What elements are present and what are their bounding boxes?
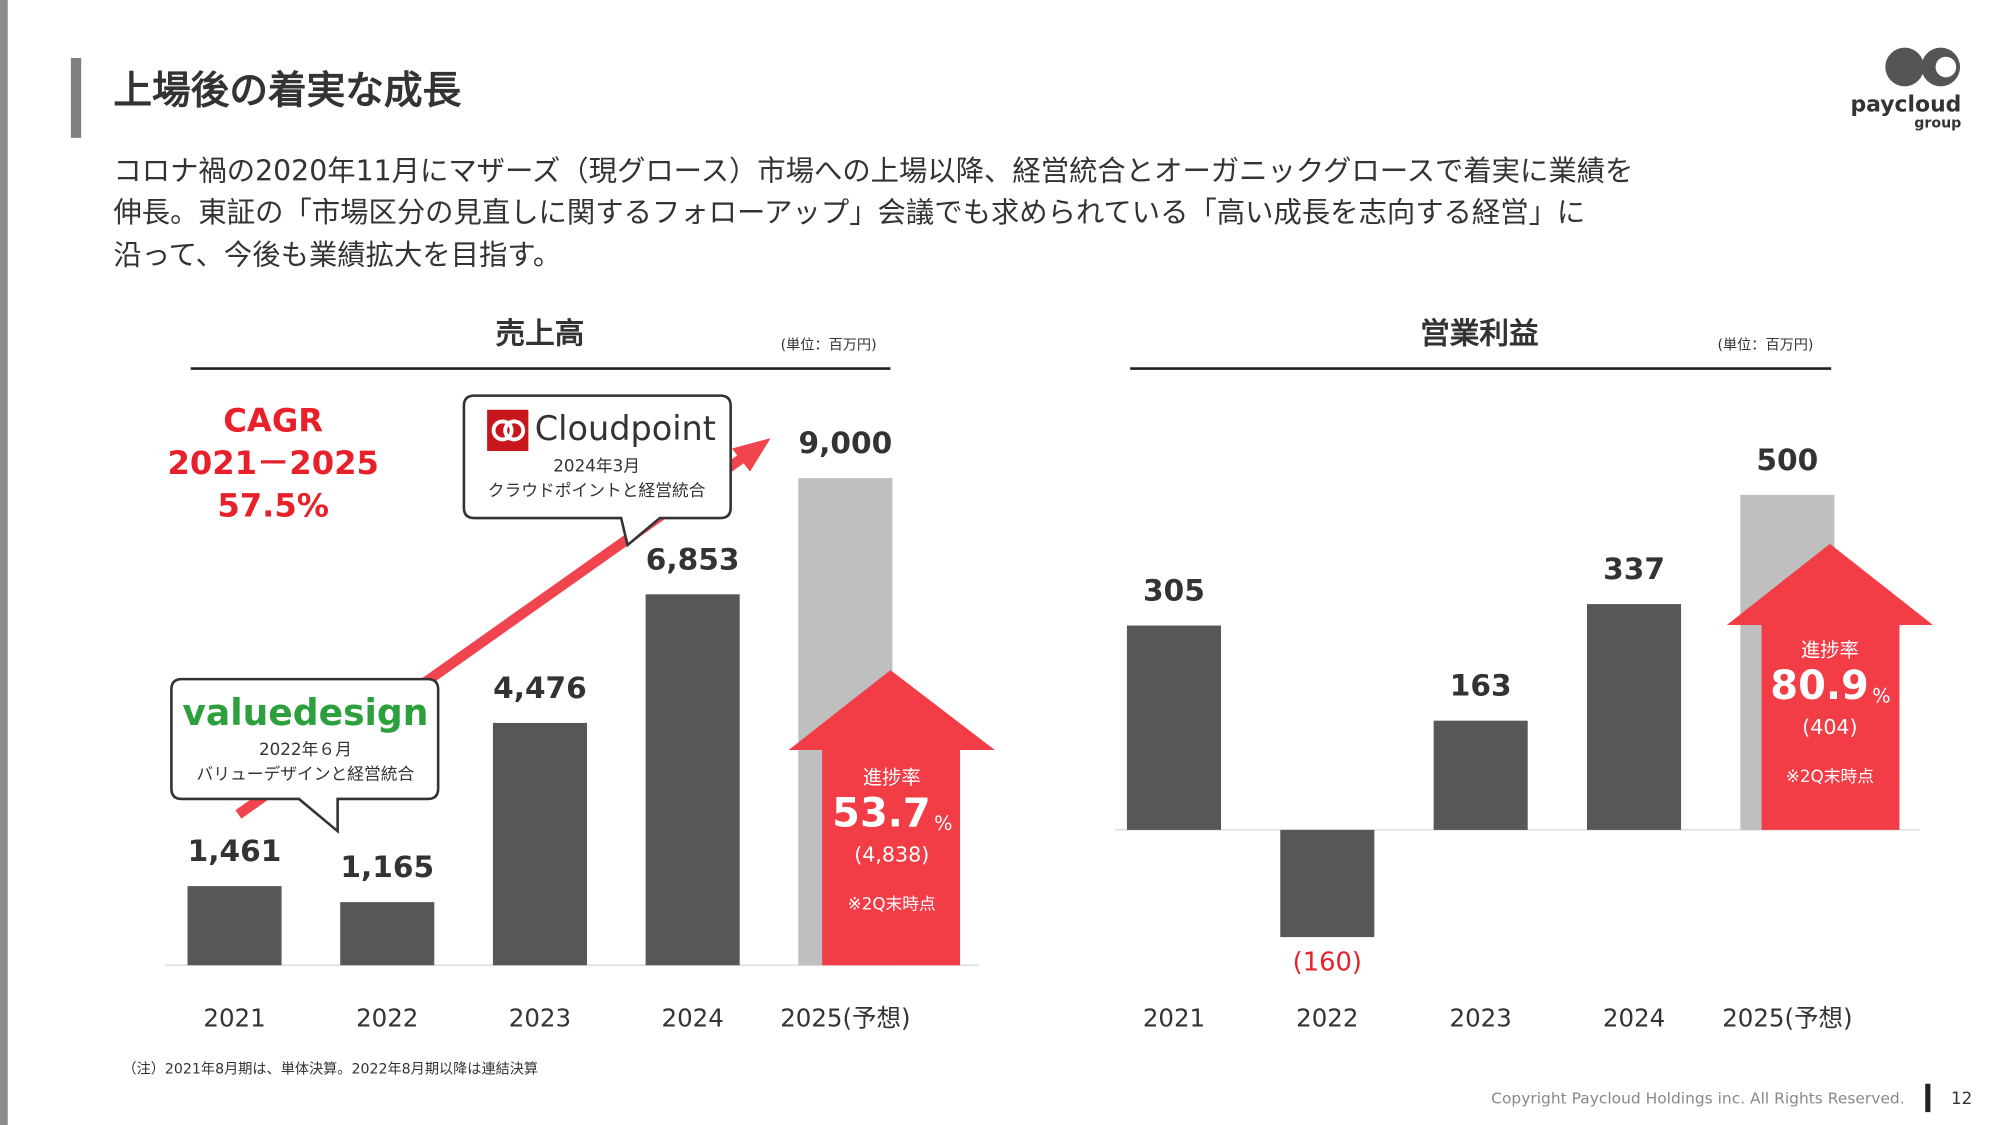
x-tick-label: 2021 <box>203 1003 265 1032</box>
callout: valuedesign 2022年６月 バリューデザインと経営統合 <box>170 677 440 834</box>
progress-amount: (404) <box>1802 715 1857 739</box>
bar <box>340 902 435 966</box>
progress-note: ※2Q末時点 <box>848 894 936 914</box>
x-tick-label: 2023 <box>1450 1003 1512 1032</box>
body-text: コロナ禍の2020年11月にマザーズ（現グロース）市場への上場以降、経営統合とオ… <box>113 155 1633 188</box>
value-label: 9,000 <box>799 425 893 460</box>
page-number: 12 <box>1951 1088 1972 1108</box>
progress-arrow <box>1726 543 1933 830</box>
slide-title: 上場後の着実な成長 <box>113 68 461 113</box>
trend-arrow-head <box>731 438 771 472</box>
x-tick-label: 2022 <box>356 1003 418 1032</box>
x-tick-label: 2024 <box>662 1003 724 1032</box>
bar <box>187 886 282 966</box>
callout-text: クラウドポイントと経営統合 <box>488 480 706 500</box>
logo-text: group <box>1914 116 1961 132</box>
value-label: 6,853 <box>646 541 740 576</box>
cagr: CAGR <box>223 402 323 440</box>
value-label: 1,461 <box>188 833 282 868</box>
cagr: 57.5% <box>217 487 329 525</box>
copyright: Copyright Paycloud Holdings inc. All Rig… <box>1491 1090 1904 1108</box>
value-label: 1,165 <box>340 849 434 884</box>
progress-unit: % <box>934 812 952 835</box>
value-label: (160) <box>1293 947 1362 977</box>
value-label: 305 <box>1143 573 1205 608</box>
progress-rate: 53.7 <box>832 791 931 837</box>
unit-note: (単位：百万円) <box>1717 337 1813 353</box>
x-tick-label: 2022 <box>1296 1003 1358 1032</box>
callout-logo: Cloudpoint <box>535 409 716 448</box>
progress-unit: % <box>1872 685 1890 708</box>
value-label: 4,476 <box>493 670 587 705</box>
value-label: 337 <box>1603 551 1665 586</box>
bar <box>1586 604 1682 830</box>
progress-arrow <box>788 670 995 966</box>
progress-label: 進捗率 <box>1801 638 1859 661</box>
callout-logo: valuedesign <box>182 692 428 734</box>
x-tick-label: 2021 <box>1143 1003 1205 1032</box>
cagr: 2021－2025 <box>167 444 378 482</box>
callout: Cloudpoint 2024年3月 クラウドポイントと経営統合 <box>462 394 732 548</box>
x-tick-label: 2023 <box>509 1003 571 1032</box>
bar <box>645 594 740 966</box>
value-label: 163 <box>1450 668 1512 703</box>
unit-note: (単位：百万円) <box>781 337 877 353</box>
x-tick-label: 2024 <box>1603 1003 1665 1032</box>
bar <box>1126 625 1222 830</box>
value-label: 500 <box>1756 442 1818 477</box>
body-text: 沿って、今後も業績拡大を目指す。 <box>113 238 561 271</box>
progress-amount: (4,838) <box>854 843 929 867</box>
x-tick-label: 2025(予想) <box>780 1003 910 1032</box>
progress-note: ※2Q末時点 <box>1786 766 1874 786</box>
title-bar <box>70 57 82 138</box>
bar <box>1280 829 1375 938</box>
chart-title: 営業利益 <box>1420 316 1539 351</box>
x-tick-label: 2025(予想) <box>1722 1003 1852 1032</box>
callout-text: バリューデザインと経営統合 <box>197 763 415 783</box>
chart-title: 売上高 <box>496 316 585 351</box>
logo-text: paycloud <box>1851 93 1962 118</box>
page-bar <box>1925 1083 1931 1113</box>
progress-rate: 80.9 <box>1770 663 1869 709</box>
edge-stripe <box>0 0 8 1125</box>
footnote: （注）2021年8月期は、単体決算。2022年8月期以降は連結決算 <box>122 1062 538 1078</box>
bar <box>1433 720 1528 830</box>
body-text: 伸長。東証の「市場区分の見直しに関するフォローアップ」会議でも求められている「高… <box>113 196 1585 229</box>
logo: paycloud group <box>1851 47 1962 132</box>
callout-date: 2022年６月 <box>259 739 352 759</box>
bar <box>492 722 587 966</box>
callout-date: 2024年3月 <box>553 455 640 475</box>
progress-label: 進捗率 <box>863 766 921 789</box>
